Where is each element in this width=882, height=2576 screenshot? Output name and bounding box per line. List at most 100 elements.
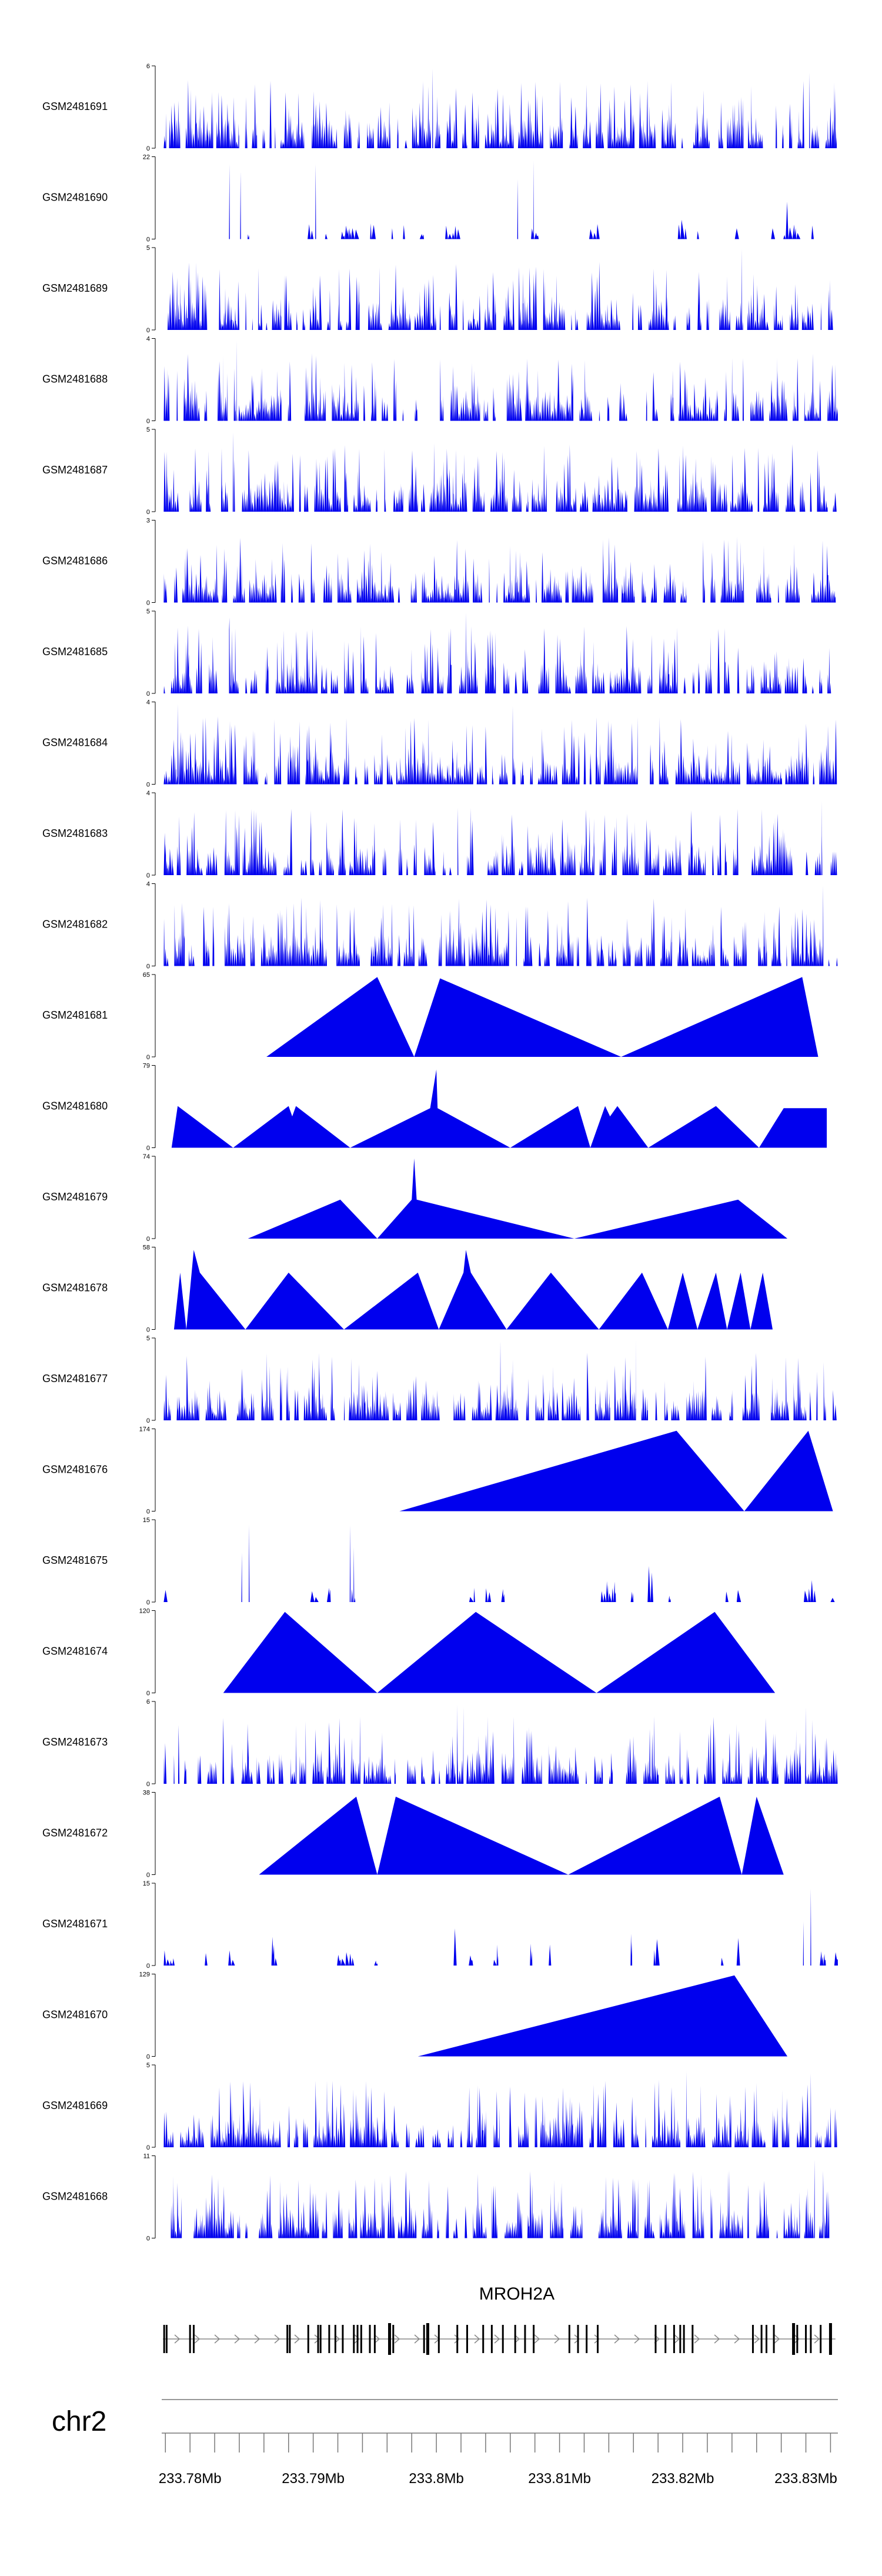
strand-arrow (294, 2334, 300, 2344)
exon (820, 2325, 822, 2353)
strand-arrow (394, 2334, 400, 2344)
strand-arrow (234, 2334, 240, 2344)
strand-arrow (494, 2334, 500, 2344)
y-axis: 15 0 (143, 1517, 156, 1606)
gene-name-label: MROH2A (479, 2284, 554, 2304)
y-axis: 30 (146, 518, 156, 607)
exon (334, 2325, 336, 2353)
strand-arrow (314, 2334, 320, 2344)
y-axis: 50 (146, 1335, 156, 1424)
exon (319, 2325, 322, 2353)
strand-arrow (214, 2334, 220, 2344)
track-label: GSM2481687 (42, 464, 108, 476)
y-axis: 38 0 (143, 1790, 156, 1879)
exon (392, 2325, 395, 2353)
exon (189, 2325, 191, 2353)
y-axis: 22 0 (143, 154, 156, 243)
y-max-tick-label: 38 (143, 1790, 150, 1797)
coverage-area (266, 977, 818, 1057)
exon (792, 2323, 796, 2355)
y-axis: 40 (146, 881, 156, 970)
y-max-tick-label: 3 (146, 518, 150, 525)
strand-arrow (534, 2334, 540, 2344)
strand-arrow (774, 2334, 780, 2344)
track-gsm2481678: GSM2481678 58 0 (42, 1244, 773, 1334)
gene-annotation-track: MROH2A (163, 2284, 836, 2355)
coverage-area (171, 1069, 827, 1148)
track-label: GSM2481676 (42, 1464, 108, 1476)
exon (437, 2325, 440, 2353)
strand-arrow (574, 2334, 580, 2344)
y-min-tick-label: 0 (146, 1690, 150, 1697)
y-min-tick-label: 0 (146, 1327, 150, 1334)
y-axis: 120 0 (139, 1608, 156, 1697)
exon (691, 2325, 694, 2353)
coverage-area (162, 68, 838, 148)
y-min-tick-label: 0 (146, 1236, 150, 1243)
strand-arrow (674, 2334, 680, 2344)
coverage-area (162, 1339, 838, 1420)
track-label: GSM2481686 (42, 555, 108, 567)
y-min-tick-label: 0 (146, 327, 150, 334)
strand-arrow (794, 2334, 800, 2344)
track-gsm2481682: GSM2481682 40 (42, 881, 838, 970)
exon (751, 2325, 754, 2353)
track-gsm2481674: GSM2481674 120 0 (42, 1608, 776, 1697)
track-label: GSM2481688 (42, 373, 108, 385)
exon (805, 2325, 807, 2353)
strand-arrow (594, 2334, 600, 2344)
exon (466, 2325, 468, 2353)
y-min-tick-label: 0 (146, 1781, 150, 1788)
track-label: GSM2481671 (42, 1918, 108, 1930)
y-axis: 50 (146, 2062, 156, 2151)
exon (673, 2325, 675, 2353)
track-label: GSM2481678 (42, 1282, 108, 1294)
coverage-area (162, 341, 838, 421)
y-max-tick-label: 129 (139, 1971, 150, 1978)
track-gsm2481677: GSM2481677 50 (42, 1335, 838, 1424)
y-min-tick-label: 0 (146, 1872, 150, 1879)
strand-arrow (714, 2334, 720, 2344)
exon (482, 2325, 485, 2353)
track-gsm2481675: GSM2481675 15 0 (42, 1517, 847, 1606)
exon (679, 2325, 681, 2353)
track-label: GSM2481673 (42, 1736, 108, 1748)
coverage-area (162, 2159, 840, 2238)
exon (568, 2325, 570, 2353)
y-max-tick-label: 65 (143, 972, 150, 979)
track-label: GSM2481689 (42, 282, 108, 294)
y-axis: 58 0 (143, 1244, 156, 1334)
exon (426, 2323, 429, 2355)
y-axis: 50 (146, 608, 156, 698)
exon (577, 2325, 579, 2353)
strand-arrow (814, 2334, 820, 2344)
axis-tick-label: 233.79Mb (282, 2471, 345, 2487)
exon (828, 2323, 832, 2355)
exon (356, 2325, 359, 2353)
coverage-tracks: GSM248169160GSM2481690220GSM248168950GSM… (42, 63, 847, 2243)
track-gsm2481668: GSM2481668 11 0 (42, 2153, 840, 2243)
track-label: GSM2481683 (42, 827, 108, 839)
exon (317, 2325, 319, 2353)
track-label: GSM2481677 (42, 1373, 108, 1384)
exon (490, 2325, 493, 2353)
axis-tick-label: 233.83Mb (774, 2471, 837, 2487)
track-gsm2481680: GSM2481680 79 0 (42, 1063, 827, 1152)
strand-arrow (734, 2334, 740, 2344)
exon (533, 2325, 535, 2353)
y-max-tick-label: 58 (143, 1244, 150, 1252)
y-min-tick-label: 0 (146, 963, 150, 970)
track-label: GSM2481679 (42, 1191, 108, 1203)
track-label: GSM2481682 (42, 919, 108, 930)
track-label: GSM2481690 (42, 192, 108, 203)
y-axis: 60 (146, 63, 156, 152)
track-label: GSM2481675 (42, 1554, 108, 1566)
coverage-area (162, 1704, 838, 1784)
exon (373, 2325, 376, 2353)
y-min-tick-label: 0 (146, 872, 150, 879)
